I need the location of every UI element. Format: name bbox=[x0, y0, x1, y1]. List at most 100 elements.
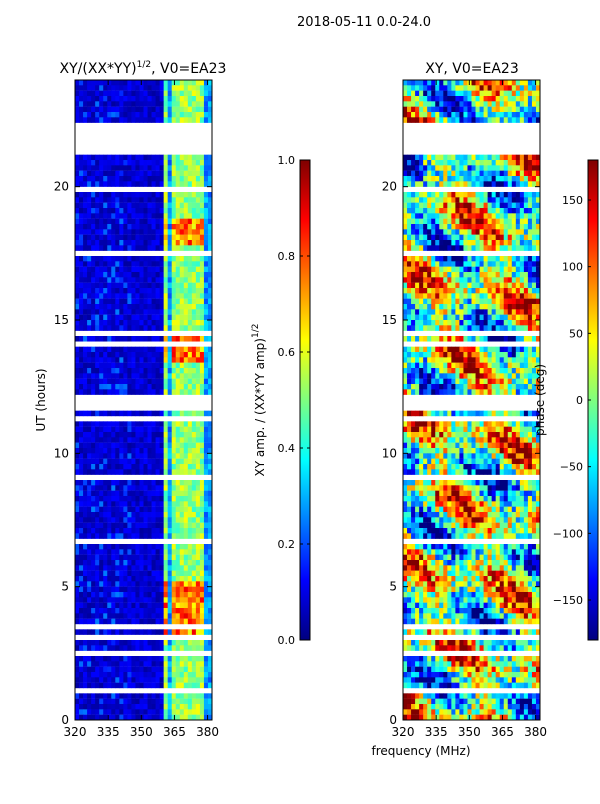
amp-cell bbox=[135, 272, 139, 278]
amp-cell bbox=[188, 304, 192, 310]
phase-cell bbox=[467, 245, 471, 251]
phase-cell bbox=[403, 288, 407, 294]
phase-cell bbox=[411, 368, 415, 374]
amp-cell bbox=[192, 715, 196, 721]
amp-cell bbox=[119, 715, 123, 721]
amp-cell bbox=[200, 704, 204, 710]
phase-cell bbox=[403, 91, 407, 97]
amp-cell bbox=[168, 229, 172, 235]
amp-cell bbox=[180, 704, 184, 710]
amp-cell bbox=[111, 661, 115, 667]
phase-cell bbox=[411, 320, 415, 326]
amp-cell bbox=[91, 464, 95, 470]
amp-cell bbox=[75, 613, 79, 619]
amp-cell bbox=[188, 715, 192, 721]
phase-cell bbox=[516, 245, 520, 251]
amp-cell bbox=[131, 608, 135, 614]
amp-cell bbox=[91, 85, 95, 91]
phase-cell bbox=[419, 352, 423, 358]
phase-cell bbox=[447, 315, 451, 321]
amp-cell bbox=[99, 315, 103, 321]
amp-cell bbox=[103, 480, 107, 486]
phase-cell bbox=[516, 283, 520, 289]
amp-cell bbox=[196, 549, 200, 555]
amp-cell bbox=[176, 693, 180, 699]
amp-cell bbox=[87, 245, 91, 251]
phase-cell bbox=[435, 160, 439, 166]
phase-cell bbox=[451, 155, 455, 161]
amp-cell bbox=[184, 549, 188, 555]
amp-cell bbox=[115, 336, 119, 342]
amp-cell bbox=[180, 640, 184, 646]
phase-cell bbox=[411, 219, 415, 225]
phase-cell bbox=[423, 363, 427, 369]
amp-cell bbox=[95, 352, 99, 358]
amp-cell bbox=[91, 421, 95, 427]
amp-cell bbox=[160, 197, 164, 203]
amp-cell bbox=[184, 304, 188, 310]
x-tick-label: 335 bbox=[97, 725, 120, 739]
amp-cell bbox=[144, 320, 148, 326]
amp-cell bbox=[168, 464, 172, 470]
phase-cell bbox=[411, 240, 415, 246]
amp-cell bbox=[75, 656, 79, 662]
amp-cell bbox=[164, 432, 168, 438]
phase-cell bbox=[512, 245, 516, 251]
phase-cell bbox=[504, 363, 508, 369]
phase-cell bbox=[407, 165, 411, 171]
phase-cell bbox=[427, 347, 431, 353]
amp-cell bbox=[99, 368, 103, 374]
amp-cell bbox=[95, 603, 99, 609]
amp-cell bbox=[99, 656, 103, 662]
amp-cell bbox=[180, 240, 184, 246]
phase-cell bbox=[451, 192, 455, 198]
amp-cell bbox=[196, 523, 200, 529]
amp-cell bbox=[75, 368, 79, 374]
amp-cell bbox=[107, 421, 111, 427]
amp-cell bbox=[164, 256, 168, 262]
amp-cell bbox=[204, 517, 208, 523]
amp-cell bbox=[144, 571, 148, 577]
amp-cell bbox=[115, 544, 119, 550]
phase-cell bbox=[423, 261, 427, 267]
amp-cell bbox=[144, 496, 148, 502]
phase-cell bbox=[451, 203, 455, 209]
amp-cell bbox=[111, 501, 115, 507]
amp-cell bbox=[180, 619, 184, 625]
phase-cell bbox=[451, 96, 455, 102]
phase-cell bbox=[476, 117, 480, 123]
amp-cell bbox=[123, 613, 127, 619]
amp-cell bbox=[87, 176, 91, 182]
phase-cell bbox=[532, 213, 536, 219]
amp-cell bbox=[176, 677, 180, 683]
amp-cell bbox=[111, 427, 115, 433]
amp-cell bbox=[164, 347, 168, 353]
amp-cell bbox=[192, 192, 196, 198]
phase-cell bbox=[419, 224, 423, 230]
amp-cell bbox=[164, 288, 168, 294]
amp-cell bbox=[156, 368, 160, 374]
amp-cell bbox=[103, 272, 107, 278]
amp-cell bbox=[204, 293, 208, 299]
amp-cell bbox=[91, 704, 95, 710]
amp-cell bbox=[192, 245, 196, 251]
phase-cell bbox=[415, 171, 419, 177]
amp-cell bbox=[204, 224, 208, 230]
phase-cell bbox=[459, 96, 463, 102]
amp-cell bbox=[180, 320, 184, 326]
phase-cell bbox=[459, 315, 463, 321]
amp-cell bbox=[139, 613, 143, 619]
phase-cell bbox=[476, 272, 480, 278]
amp-cell bbox=[152, 256, 156, 262]
amp-cell bbox=[99, 576, 103, 582]
amp-cell bbox=[91, 560, 95, 566]
phase-cell bbox=[512, 240, 516, 246]
amp-cell bbox=[75, 667, 79, 673]
amp-cell bbox=[123, 427, 127, 433]
phase-cell bbox=[524, 245, 528, 251]
amp-cell bbox=[192, 176, 196, 182]
amp-cell bbox=[131, 347, 135, 353]
phase-cell bbox=[435, 96, 439, 102]
amp-cell bbox=[180, 309, 184, 315]
